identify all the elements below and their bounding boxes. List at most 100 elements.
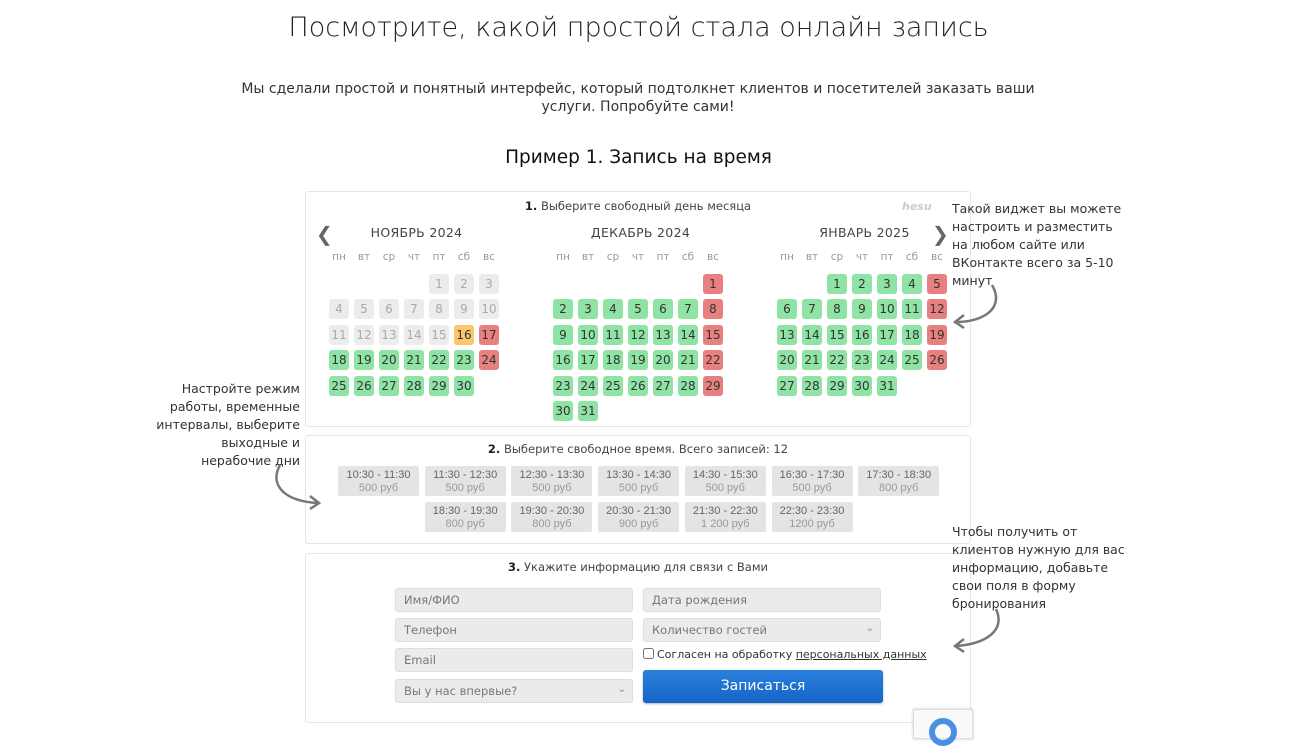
time-slot[interactable]: 11:30 - 12:30 500 руб bbox=[424, 466, 506, 496]
day-free[interactable]: 28 bbox=[678, 375, 698, 396]
day-weekend: 15 bbox=[703, 324, 723, 345]
day-free[interactable]: 13 bbox=[653, 324, 673, 345]
first-time-select[interactable]: Вы у нас впервые? ⌄ bbox=[395, 679, 633, 703]
day-free[interactable]: 18 bbox=[603, 350, 623, 371]
slot-time: 13:30 - 14:30 bbox=[606, 469, 672, 481]
day-free[interactable]: 19 bbox=[628, 350, 648, 371]
time-slot[interactable]: 13:30 - 14:30 500 руб bbox=[598, 466, 680, 496]
time-slot[interactable]: 19:30 - 20:30 800 руб bbox=[511, 502, 593, 532]
day-free[interactable]: 18 bbox=[902, 324, 922, 345]
day-free[interactable]: 30 bbox=[852, 375, 872, 396]
slot-price: 1200 руб bbox=[789, 517, 835, 530]
day-free[interactable]: 29 bbox=[429, 375, 449, 396]
day-free[interactable]: 25 bbox=[329, 375, 349, 396]
time-slot[interactable]: 21:30 - 22:30 1 200 руб bbox=[684, 502, 766, 532]
time-slot[interactable]: 14:30 - 15:30 500 руб bbox=[684, 466, 766, 496]
day-free[interactable]: 14 bbox=[802, 324, 822, 345]
name-input[interactable]: Имя/ФИО bbox=[395, 588, 633, 612]
day-free[interactable]: 30 bbox=[553, 401, 573, 421]
day-free[interactable]: 27 bbox=[777, 375, 797, 396]
day-free[interactable]: 26 bbox=[628, 375, 648, 396]
day-free[interactable]: 30 bbox=[454, 375, 474, 396]
day-free[interactable]: 25 bbox=[603, 375, 623, 396]
day-free[interactable]: 18 bbox=[329, 350, 349, 371]
time-slot[interactable]: 17:30 - 18:30 800 руб bbox=[858, 466, 940, 496]
day-free[interactable]: 20 bbox=[379, 350, 399, 371]
personal-data-link[interactable]: персональных данных bbox=[795, 648, 927, 661]
day-free[interactable]: 26 bbox=[354, 375, 374, 396]
day-free[interactable]: 23 bbox=[454, 350, 474, 371]
day-free[interactable]: 14 bbox=[678, 324, 698, 345]
day-free[interactable]: 19 bbox=[354, 350, 374, 371]
prev-month-icon[interactable]: ❮ bbox=[316, 222, 333, 246]
day-free[interactable]: 5 bbox=[628, 299, 648, 320]
weekday-label: вт bbox=[805, 251, 819, 263]
note-schedule: Настройте режим работы, временные интерв… bbox=[156, 381, 300, 468]
consent-checkbox[interactable] bbox=[643, 648, 654, 659]
next-month-icon[interactable]: ❯ bbox=[932, 222, 949, 246]
slot-time: 12:30 - 13:30 bbox=[519, 469, 585, 481]
time-slot[interactable]: 12:30 - 13:30 500 руб bbox=[511, 466, 593, 496]
recaptcha-badge[interactable] bbox=[913, 709, 973, 746]
email-input[interactable]: Email bbox=[395, 648, 633, 672]
day-free[interactable]: 28 bbox=[404, 375, 424, 396]
day-free[interactable]: 22 bbox=[429, 350, 449, 371]
day-free[interactable]: 31 bbox=[578, 401, 598, 421]
day-free[interactable]: 2 bbox=[852, 274, 872, 294]
day-free[interactable]: 7 bbox=[678, 299, 698, 320]
day-free[interactable]: 21 bbox=[802, 350, 822, 371]
day-free[interactable]: 10 bbox=[578, 324, 598, 345]
day-free[interactable]: 4 bbox=[603, 299, 623, 320]
day-free[interactable]: 23 bbox=[553, 375, 573, 396]
day-free[interactable]: 21 bbox=[404, 350, 424, 371]
day-free[interactable]: 1 bbox=[827, 274, 847, 294]
day-free[interactable]: 8 bbox=[827, 299, 847, 320]
day-free[interactable]: 31 bbox=[877, 375, 897, 396]
day-free[interactable]: 22 bbox=[827, 350, 847, 371]
birthdate-input[interactable]: Дата рождения bbox=[643, 588, 881, 612]
submit-button[interactable]: Записаться bbox=[643, 670, 883, 703]
day-free[interactable]: 6 bbox=[777, 299, 797, 320]
day-free[interactable]: 7 bbox=[802, 299, 822, 320]
day-free[interactable]: 11 bbox=[902, 299, 922, 320]
day-weekend: 22 bbox=[703, 350, 723, 371]
time-slot[interactable]: 10:30 - 11:30 500 руб bbox=[338, 466, 419, 496]
day-free[interactable]: 12 bbox=[628, 324, 648, 345]
day-free[interactable]: 25 bbox=[902, 350, 922, 371]
day-free[interactable]: 27 bbox=[653, 375, 673, 396]
time-slot[interactable]: 16:30 - 17:30 500 руб bbox=[771, 466, 853, 496]
day-free[interactable]: 2 bbox=[553, 299, 573, 320]
day-free[interactable]: 17 bbox=[578, 350, 598, 371]
day-free[interactable]: 23 bbox=[852, 350, 872, 371]
day-free[interactable]: 6 bbox=[653, 299, 673, 320]
day-free[interactable]: 10 bbox=[877, 299, 897, 320]
day-selected[interactable]: 16 bbox=[454, 324, 474, 345]
day-free[interactable]: 3 bbox=[877, 274, 897, 294]
phone-input[interactable]: Телефон bbox=[395, 618, 633, 642]
day-free[interactable]: 27 bbox=[379, 375, 399, 396]
day-free[interactable]: 21 bbox=[678, 350, 698, 371]
slot-price: 900 руб bbox=[618, 517, 659, 530]
day-free[interactable]: 11 bbox=[603, 324, 623, 345]
slot-price: 500 руб bbox=[792, 481, 832, 494]
day-free[interactable]: 29 bbox=[827, 375, 847, 396]
day-free[interactable]: 13 bbox=[777, 324, 797, 345]
day-free[interactable]: 4 bbox=[902, 274, 922, 294]
guests-select[interactable]: Количество гостей ⌄ bbox=[643, 618, 881, 642]
day-free[interactable]: 15 bbox=[827, 324, 847, 345]
day-free[interactable]: 9 bbox=[852, 299, 872, 320]
day-free[interactable]: 20 bbox=[653, 350, 673, 371]
day-free[interactable]: 17 bbox=[877, 324, 897, 345]
weekday-label: вс bbox=[707, 251, 719, 263]
day-free[interactable]: 16 bbox=[553, 350, 573, 371]
time-slot[interactable]: 20:30 - 21:30 900 руб bbox=[598, 502, 680, 532]
time-slot[interactable]: 18:30 - 19:30 800 руб bbox=[424, 502, 506, 532]
day-free[interactable]: 9 bbox=[553, 324, 573, 345]
day-free[interactable]: 16 bbox=[852, 324, 872, 345]
day-free[interactable]: 24 bbox=[578, 375, 598, 396]
day-free[interactable]: 3 bbox=[578, 299, 598, 320]
day-free[interactable]: 28 bbox=[802, 375, 822, 396]
time-slot[interactable]: 22:30 - 23:30 1200 руб bbox=[771, 502, 853, 532]
day-free[interactable]: 24 bbox=[877, 350, 897, 371]
day-free[interactable]: 20 bbox=[777, 350, 797, 371]
